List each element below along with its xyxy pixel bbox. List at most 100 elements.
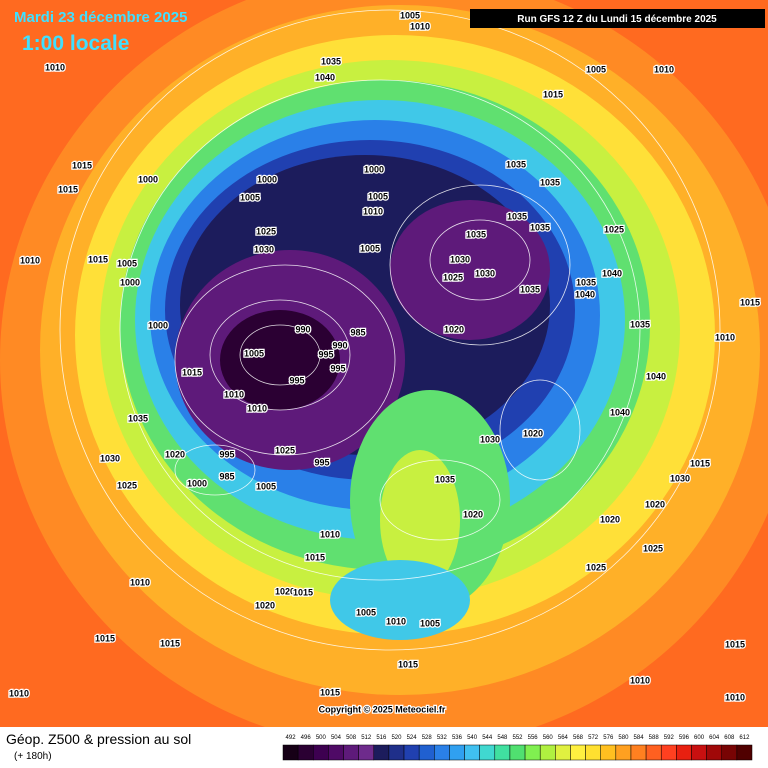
colorbar-swatch [434,744,450,761]
colorbar-label: 504 [331,735,342,741]
isobar-label: 1010 [654,64,674,74]
isobar-label: 1005 [256,481,276,491]
isobar-label: 1040 [315,72,335,82]
colorbar-label: 596 [679,735,690,741]
isobar-label: 1025 [117,480,137,490]
isobar-label: 1015 [740,297,760,307]
colorbar-swatch [524,744,541,761]
colorbar-swatch [539,744,556,761]
isobar-label: 1035 [520,284,540,294]
isobar-label: 1015 [160,638,180,648]
isobar-label: 1010 [715,332,735,342]
colorbar-label: 592 [664,735,675,741]
colorbar-swatch [706,744,722,761]
isobar-label: 1015 [725,639,745,649]
isobar-label: 995 [314,457,329,467]
colorbar-label: 552 [512,735,523,741]
isobar-label: 1035 [466,229,486,239]
isobar-label: 1020 [255,600,275,610]
colorbar-swatch [600,744,617,761]
isobar-label: 1020 [463,509,483,519]
isobar-label: 1005 [586,64,606,74]
colorbar-swatch [570,744,586,761]
isobar-label: 1030 [475,268,495,278]
field [390,200,550,340]
colorbar-swatch [282,744,299,761]
colorbar-swatch [660,744,677,761]
isobar-label: 995 [318,349,333,359]
isobar-label: 1035 [507,211,527,221]
colorbar-label: 524 [407,735,418,741]
colorbar-label: 564 [558,735,569,741]
isobar-label: 1020 [600,514,620,524]
colorbar-swatch [388,744,405,761]
isobar-label: 995 [219,449,234,459]
isobar-label: 1040 [646,371,666,381]
colorbar-swatch [464,744,480,761]
isobar-label: 1010 [410,21,430,31]
colorbar-swatch [479,744,496,761]
isobar-label: 1030 [480,434,500,444]
isobar-label: 1035 [630,319,650,329]
colorbar-label: 500 [316,735,327,741]
isobar-label: 1040 [575,289,595,299]
colorbar-label: 556 [528,735,539,741]
isobar-label: 1035 [321,56,341,66]
isobar-label: 1030 [100,453,120,463]
isobar-label: 1005 [117,258,137,268]
isobar-label: 1020 [275,586,295,596]
isobar-label: 1005 [368,191,388,201]
colorbar-label: 604 [709,735,720,741]
isobar-label: 1005 [244,348,264,358]
colorbar-swatch [721,744,738,761]
isobar-label: 1035 [576,277,596,287]
colorbar-label: 520 [391,735,402,741]
colorbar-swatch [358,744,375,761]
isobar-label: 1000 [257,174,277,184]
isobar-label: 1000 [148,320,168,330]
colorbar-label: 576 [603,735,614,741]
colorbar-swatch [449,744,465,761]
isobar-label: 995 [330,363,345,373]
isobar-label: 1025 [586,562,606,572]
isobar-label: 1010 [20,255,40,265]
isobar-label: 1010 [9,688,29,698]
colorbar-swatch [509,744,526,761]
isobar-label: 1015 [182,367,202,377]
colorbar-swatch [297,744,314,761]
isobars [59,9,721,651]
isobar-label: 1035 [530,222,550,232]
run-box [470,9,765,28]
isobar-label: 1020 [444,324,464,334]
isobar-label: 1010 [725,692,745,702]
isobar-label: 1025 [443,272,463,282]
colorbar-swatch [555,744,571,761]
isobar-label: 1020 [523,428,543,438]
isobar-label: 1020 [645,499,665,509]
colorbar-swatch [373,744,390,761]
isobar-label: 1015 [690,458,710,468]
colorbar-swatch [313,744,329,761]
isobar-label: 985 [219,471,234,481]
isobar-label: 1015 [95,633,115,643]
isobar-label: 1035 [540,177,560,187]
copyright: Copyright © 2025 Meteociel.fr [319,704,446,714]
colorbar-label: 496 [301,735,312,741]
colorbar-swatch [343,744,359,761]
isobar-label: 1005 [240,192,260,202]
isobar-label: 1010 [45,62,65,72]
colorbar-swatch [494,744,511,761]
isobar-label: 1035 [506,159,526,169]
isobar-label: 1030 [254,244,274,254]
isobar-label: 1020 [165,449,185,459]
isobar-label: 1015 [305,552,325,562]
colorbar-label: 584 [634,735,645,741]
isobar-label: 1025 [256,226,276,236]
isobar-label: 1025 [643,543,663,553]
isobar-label: 1010 [363,206,383,216]
colorbar-label: 544 [482,735,493,741]
colorbar-label: 588 [649,735,660,741]
isobar-label: 1025 [604,224,624,234]
colorbar-label: 508 [346,735,357,741]
isobar-label: 1015 [72,160,92,170]
